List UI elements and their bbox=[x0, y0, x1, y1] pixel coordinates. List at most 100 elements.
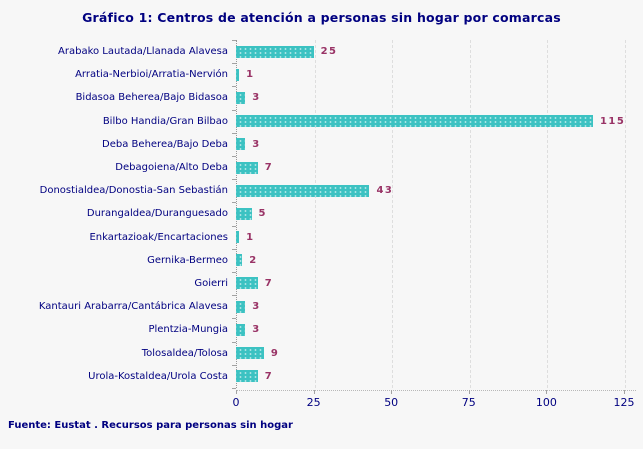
chart-row: Gernika-Bermeo 2 bbox=[8, 249, 624, 272]
chart-row: Durangaldea/Duranguesado 5 bbox=[8, 202, 624, 225]
chart-row: Bilbo Handia/Gran Bilbao 115 bbox=[8, 110, 624, 133]
bar-value-label: 115 bbox=[599, 115, 626, 127]
gridline bbox=[314, 40, 316, 388]
bar-value-label: 7 bbox=[264, 370, 274, 382]
chart-rows: Arabako Lautada/Llanada Alavesa 25 Arratia… bbox=[8, 40, 624, 388]
bar-value-label: 1 bbox=[246, 231, 255, 243]
bar-value-label: 9 bbox=[270, 347, 280, 359]
bar-cell: 9 bbox=[236, 341, 624, 364]
bar-cell: 2 bbox=[236, 249, 624, 272]
gridline bbox=[392, 40, 394, 388]
y-axis-tick-mark bbox=[232, 109, 236, 111]
x-axis-tick-label: 25 bbox=[306, 396, 321, 409]
category-label: Durangaldea/Duranguesado bbox=[86, 208, 228, 220]
bar bbox=[236, 254, 243, 267]
bar-cell: 43 bbox=[236, 179, 624, 202]
category-label: Debagoiena/Alto Deba bbox=[115, 162, 228, 174]
y-axis-tick-mark bbox=[232, 341, 236, 343]
bar bbox=[236, 45, 314, 58]
bar-cell: 1 bbox=[236, 226, 624, 249]
bar-value-label: 3 bbox=[252, 138, 261, 150]
bar-value-label: 3 bbox=[252, 301, 261, 313]
bar bbox=[236, 184, 370, 197]
bar-value-label: 3 bbox=[252, 324, 261, 336]
chart-row: Kantauri Arabarra/Cantábrica Alavesa 3 bbox=[8, 295, 624, 318]
x-axis-tick-mark bbox=[236, 390, 237, 394]
y-axis-tick-mark bbox=[232, 364, 236, 366]
y-axis-tick-mark bbox=[232, 248, 236, 250]
bar-cell: 3 bbox=[236, 295, 624, 318]
gridline bbox=[469, 40, 471, 388]
bar bbox=[236, 138, 246, 151]
x-axis-tick-mark bbox=[313, 390, 315, 394]
bar bbox=[236, 277, 258, 290]
x-axis-tick-mark bbox=[546, 390, 548, 394]
bar bbox=[236, 161, 258, 174]
bar-cell: 25 bbox=[236, 40, 624, 63]
plot-area: Arabako Lautada/Llanada Alavesa 25 Arratia… bbox=[8, 40, 636, 409]
chart-row: Goierri 7 bbox=[8, 272, 624, 295]
x-axis-line bbox=[236, 390, 636, 391]
chart-row: Arabako Lautada/Llanada Alavesa 25 bbox=[8, 40, 624, 63]
bar bbox=[236, 207, 252, 220]
bar bbox=[236, 231, 240, 244]
bar-cell: 7 bbox=[236, 365, 624, 388]
category-label: Arratia-Nerbioi/Arratia-Nervión bbox=[75, 69, 228, 81]
source-note: Fuente: Eustat . Recursos para personas … bbox=[8, 420, 293, 431]
bar-value-label: 3 bbox=[252, 92, 261, 104]
category-label: Plentzia-Mungia bbox=[148, 324, 228, 336]
chart-row: Debagoiena/Alto Deba 7 bbox=[8, 156, 624, 179]
bar bbox=[236, 323, 246, 336]
category-label: Donostialdea/Donostia-San Sebastián bbox=[39, 185, 228, 197]
chart-row: Plentzia-Mungia 3 bbox=[8, 318, 624, 341]
bar-cell: 7 bbox=[236, 156, 624, 179]
category-label: Bilbo Handia/Gran Bilbao bbox=[102, 115, 228, 127]
bar-value-label: 2 bbox=[249, 254, 258, 266]
category-label: Urola-Kostaldea/Urola Costa bbox=[88, 370, 228, 382]
y-axis-tick-mark bbox=[232, 63, 236, 65]
bar bbox=[236, 370, 258, 383]
bar-cell: 3 bbox=[236, 318, 624, 341]
y-axis-tick-mark bbox=[232, 179, 236, 181]
bar-cell: 5 bbox=[236, 202, 624, 225]
category-label: Goierri bbox=[194, 277, 228, 289]
gridline bbox=[625, 40, 626, 388]
category-label: Deba Beherea/Bajo Deba bbox=[102, 138, 228, 150]
bar bbox=[236, 347, 264, 360]
y-axis-tick-mark bbox=[232, 318, 236, 320]
x-axis-tick-label: 50 bbox=[384, 396, 399, 409]
x-axis-tick-label: 0 bbox=[232, 396, 240, 409]
x-axis-tick-mark bbox=[624, 390, 625, 394]
chart-row: Bidasoa Beherea/Bajo Bidasoa 3 bbox=[8, 86, 624, 109]
bar bbox=[236, 300, 246, 313]
chart-row: Tolosaldea/Tolosa 9 bbox=[8, 341, 624, 364]
bar-cell: 7 bbox=[236, 272, 624, 295]
x-axis-tick-label: 100 bbox=[535, 396, 557, 409]
bar-cell: 1 bbox=[236, 63, 624, 86]
chart-row: Urola-Kostaldea/Urola Costa 7 bbox=[8, 365, 624, 388]
bar bbox=[236, 68, 240, 81]
y-axis-tick-mark bbox=[232, 40, 236, 41]
category-label: Bidasoa Beherea/Bajo Bidasoa bbox=[75, 92, 228, 104]
y-axis-tick-mark bbox=[232, 132, 236, 134]
bar bbox=[236, 91, 246, 104]
x-axis-tick-mark bbox=[391, 390, 393, 394]
bar-value-label: 25 bbox=[320, 46, 338, 58]
category-label: Enkartazioak/Encartaciones bbox=[89, 231, 228, 243]
bar-value-label: 7 bbox=[264, 162, 274, 174]
category-label: Tolosaldea/Tolosa bbox=[141, 347, 228, 359]
y-axis-tick-mark bbox=[232, 156, 236, 157]
bar-cell: 3 bbox=[236, 86, 624, 109]
bar-value-label: 43 bbox=[376, 185, 394, 197]
y-axis-tick-mark bbox=[232, 86, 236, 88]
y-axis-tick-mark bbox=[232, 295, 236, 297]
bar-cell: 115 bbox=[236, 110, 624, 133]
chart-row: Arratia-Nerbioi/Arratia-Nervión 1 bbox=[8, 63, 624, 86]
category-label: Kantauri Arabarra/Cantábrica Alavesa bbox=[38, 301, 228, 313]
x-axis-tick-label: 75 bbox=[461, 396, 476, 409]
chart-title: Gráfico 1: Centros de atención a persona… bbox=[82, 10, 561, 25]
chart-row: Donostialdea/Donostia-San Sebastián 43 bbox=[8, 179, 624, 202]
category-label: Gernika-Bermeo bbox=[147, 254, 228, 266]
y-axis-tick-mark bbox=[232, 272, 236, 273]
